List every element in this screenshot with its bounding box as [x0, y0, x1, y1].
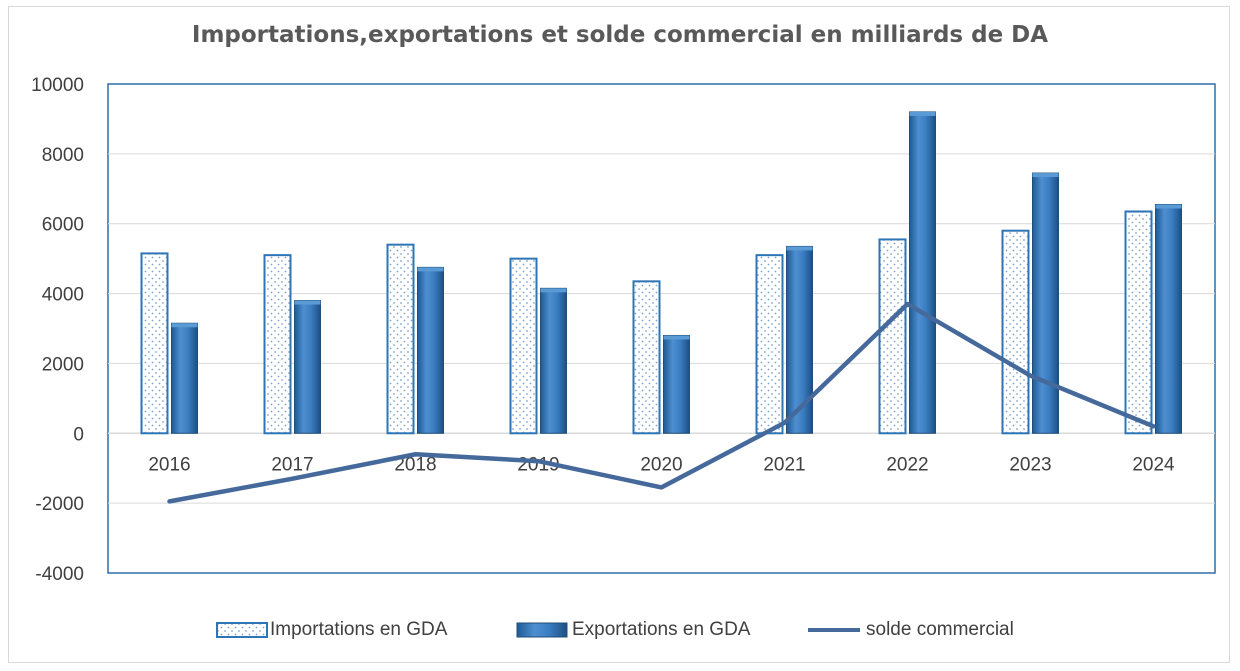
- legend-label-balance: solde commercial: [866, 619, 1014, 641]
- bar-imports: [1126, 211, 1152, 433]
- bar-exports: [1033, 173, 1059, 433]
- bar-exports-top: [664, 335, 690, 339]
- legend-swatch-exports: [516, 622, 568, 638]
- bar-exports-top: [910, 112, 936, 116]
- x-tick-label: 2016: [148, 454, 190, 475]
- bar-exports-top: [787, 246, 813, 250]
- bar-exports: [418, 267, 444, 433]
- bar-imports: [265, 255, 291, 433]
- legend-label-exports: Exportations en GDA: [572, 619, 750, 641]
- bar-exports-top: [418, 267, 444, 271]
- bar-imports: [1003, 231, 1029, 434]
- bar-imports: [511, 259, 537, 434]
- bar-exports-top: [172, 323, 198, 327]
- bar-exports-top: [295, 301, 321, 305]
- legend-swatch-balance: [806, 622, 862, 638]
- bar-imports: [142, 253, 168, 433]
- bar-exports-top: [1033, 173, 1059, 177]
- bar-exports: [295, 301, 321, 434]
- bar-exports: [1156, 205, 1182, 434]
- x-tick-label: 2024: [1132, 454, 1175, 475]
- bar-exports: [664, 335, 690, 433]
- legend-item-exports: Exportations en GDA: [516, 615, 750, 645]
- legend-label-imports: Importations en GDA: [270, 619, 447, 641]
- y-tick-label: 10000: [31, 75, 84, 96]
- y-tick-label: 2000: [42, 354, 84, 375]
- legend-item-imports: Importations en GDA: [216, 615, 447, 645]
- legend: Importations en GDA Exportations en GDA …: [0, 615, 1240, 645]
- bar-exports: [910, 112, 936, 433]
- bar-imports: [757, 255, 783, 433]
- y-tick-label: -2000: [35, 494, 84, 515]
- bar-imports: [880, 239, 906, 433]
- x-tick-label: 2022: [886, 454, 928, 475]
- y-tick-label: 4000: [42, 285, 84, 306]
- bar-exports-top: [1156, 205, 1182, 209]
- x-tick-label: 2021: [763, 454, 805, 475]
- bar-exports-top: [541, 288, 567, 292]
- chart-svg: 10000 8000 6000 4000 2000 0 -2000 -4000 2016 201…: [0, 0, 1240, 671]
- y-tick-label: 0: [73, 424, 84, 445]
- bar-exports: [541, 288, 567, 433]
- legend-item-balance: solde commercial: [806, 615, 1014, 645]
- x-tick-label: 2017: [271, 454, 313, 475]
- bar-imports: [388, 245, 414, 434]
- y-tick-label: 6000: [42, 215, 84, 236]
- y-tick-label: -4000: [35, 564, 84, 585]
- bar-exports: [172, 323, 198, 433]
- y-tick-label: 8000: [42, 145, 84, 166]
- legend-swatch-imports: [216, 622, 268, 638]
- x-tick-label: 2020: [640, 454, 682, 475]
- bar-imports: [634, 281, 660, 433]
- x-tick-label: 2023: [1009, 454, 1051, 475]
